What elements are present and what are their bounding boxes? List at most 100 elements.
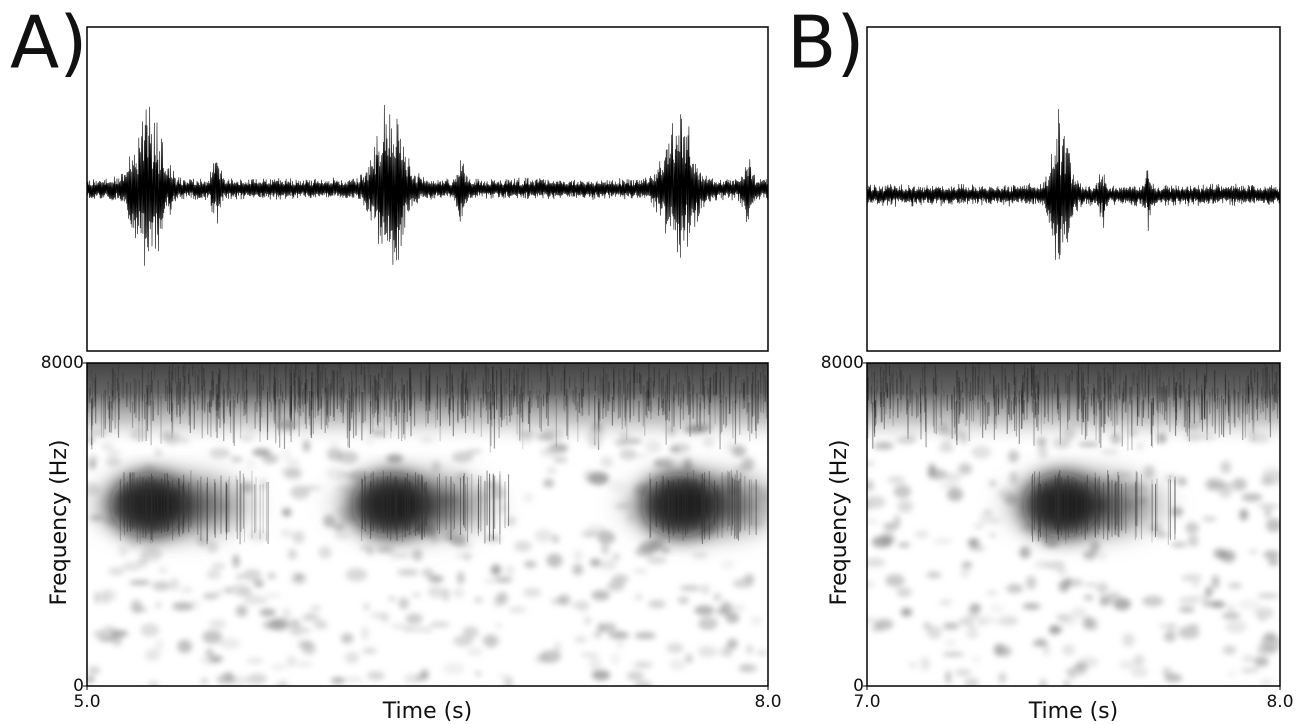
noise-blob — [1178, 606, 1195, 613]
noise-blob — [1062, 644, 1076, 656]
noise-blob — [923, 622, 931, 630]
noise-blob — [396, 568, 419, 577]
noise-blob — [286, 655, 297, 667]
noise-blob — [634, 546, 655, 557]
noise-blob — [1133, 654, 1145, 667]
noise-blob — [919, 656, 931, 671]
noise-blob — [572, 563, 584, 576]
noise-blob — [989, 479, 997, 488]
noise-blob — [240, 434, 254, 442]
noise-blob — [883, 522, 898, 532]
noise-blob — [867, 497, 872, 511]
noise-blob — [152, 581, 171, 591]
noise-blob — [947, 487, 964, 502]
call-core — [110, 473, 187, 537]
noise-blob — [999, 645, 1012, 657]
noise-blob — [398, 597, 410, 610]
noise-blob — [1238, 599, 1260, 611]
noise-blob — [130, 599, 143, 614]
noise-blob — [746, 644, 754, 655]
noise-blob — [1074, 662, 1088, 671]
noise-blob — [1211, 575, 1220, 589]
noise-blob — [494, 576, 513, 583]
noise-blob — [900, 607, 913, 617]
noise-blob — [304, 613, 317, 618]
noise-blob — [242, 569, 262, 582]
noise-blob — [1221, 612, 1241, 620]
noise-blob — [300, 615, 322, 622]
noise-blob — [330, 677, 346, 684]
noise-blob — [633, 661, 653, 669]
noise-blob — [1100, 595, 1113, 606]
noise-blob — [376, 546, 395, 554]
noise-blob — [275, 665, 290, 670]
noise-blob — [584, 616, 592, 626]
noise-blob — [618, 431, 630, 439]
noise-blob — [646, 555, 667, 565]
noise-blob — [179, 437, 190, 443]
noise-blob — [712, 593, 722, 602]
noise-blob — [412, 549, 423, 561]
noise-blob — [363, 603, 370, 610]
noise-blob — [523, 492, 533, 503]
noise-blob — [580, 530, 602, 538]
noise-blob — [1182, 422, 1202, 430]
noise-blob — [91, 454, 99, 462]
noise-blob — [942, 472, 962, 483]
noise-blob — [1185, 431, 1203, 442]
noise-blob — [971, 445, 992, 459]
noise-blob — [140, 547, 163, 562]
noise-blob — [885, 574, 905, 587]
noise-blob — [235, 605, 248, 617]
noise-blob — [154, 450, 162, 456]
noise-blob — [1122, 633, 1135, 647]
panel-label: A) — [10, 1, 87, 85]
noise-blob — [442, 588, 450, 602]
noise-blob — [129, 426, 149, 441]
noise-blob — [867, 557, 886, 568]
noise-blob — [1136, 443, 1145, 450]
noise-blob — [1241, 493, 1263, 502]
noise-blob — [98, 637, 116, 642]
noise-blob — [154, 638, 165, 652]
noise-blob — [1037, 445, 1048, 459]
noise-blob — [108, 567, 125, 576]
noise-blob — [1062, 426, 1076, 441]
noise-blob — [593, 631, 602, 639]
noise-blob — [972, 655, 982, 663]
noise-blob — [325, 467, 347, 480]
noise-blob — [1171, 541, 1187, 548]
noise-blob — [867, 460, 875, 467]
noise-blob — [557, 594, 571, 606]
noise-blob — [967, 607, 980, 621]
noise-blob — [87, 666, 101, 675]
noise-blob — [709, 647, 723, 658]
noise-blob — [1100, 449, 1119, 455]
noise-blob — [619, 448, 637, 461]
noise-blob — [402, 626, 416, 632]
noise-blob — [366, 671, 385, 681]
noise-blob — [1083, 550, 1097, 560]
call-core — [641, 473, 718, 537]
noise-blob — [1077, 441, 1100, 447]
noise-blob — [147, 680, 160, 686]
noise-blob — [612, 553, 621, 560]
y-tick-label: 0 — [853, 676, 864, 696]
panel: A) 0 8000 5.0 8.0 Time (s) Frequency (Hz) — [10, 1, 782, 724]
noise-blob — [973, 522, 984, 530]
noise-blob — [345, 568, 368, 582]
noise-blob — [896, 587, 912, 598]
noise-blob — [296, 661, 313, 667]
noise-blob — [998, 672, 1007, 684]
noise-blob — [700, 584, 710, 595]
noise-blob — [1259, 679, 1274, 686]
noise-blob — [247, 673, 268, 685]
noise-blob — [390, 623, 406, 629]
noise-blob — [546, 553, 563, 568]
noise-blob — [725, 612, 740, 624]
noise-blob — [1192, 581, 1199, 588]
noise-blob — [1260, 635, 1280, 650]
noise-blob — [467, 647, 483, 656]
noise-blob — [954, 668, 972, 677]
noise-blob — [494, 622, 503, 629]
